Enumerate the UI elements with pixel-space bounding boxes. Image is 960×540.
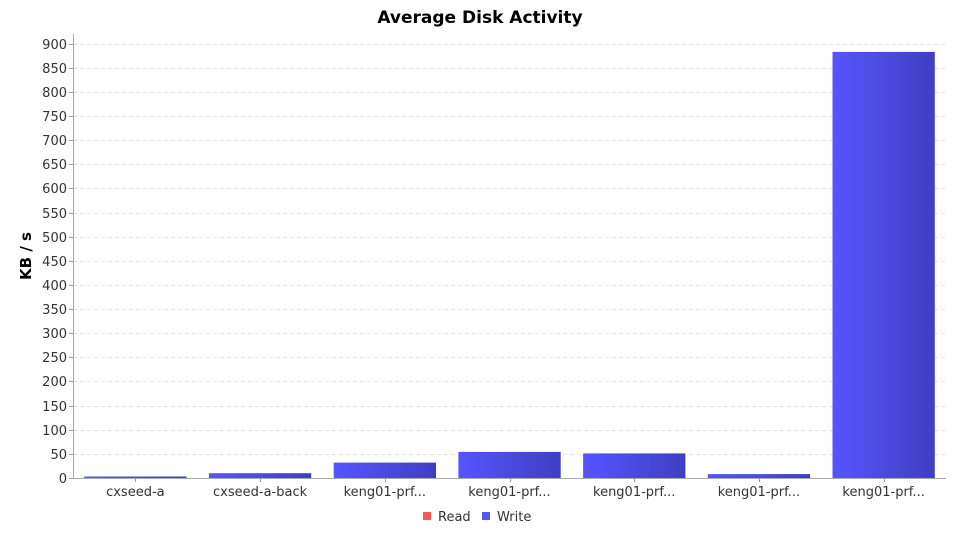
axes: [73, 34, 946, 479]
y-axis-label: KB / s: [17, 232, 35, 280]
x-tick-label: keng01-prf...: [842, 485, 924, 500]
legend: Read Write: [423, 510, 531, 525]
x-tick-label: keng01-prf...: [344, 485, 426, 500]
y-tick-label: 50: [50, 448, 67, 463]
y-tick-label: 250: [42, 351, 67, 366]
y-tick-label: 700: [42, 134, 67, 149]
x-axis-ticks: cxseed-a cxseed-a-back keng01-prf... keng01…: [106, 478, 925, 500]
y-tick-label: 400: [42, 279, 67, 294]
y-tick-label: 800: [42, 86, 67, 101]
y-tick-label: 100: [42, 424, 67, 439]
chart-title: Average Disk Activity: [377, 8, 582, 28]
y-tick-label: 600: [42, 182, 67, 197]
legend-label-read: Read: [438, 510, 471, 525]
y-tick-label: 450: [42, 255, 67, 270]
y-tick-label: 0: [59, 472, 67, 487]
x-tick-label: keng01-prf...: [718, 485, 800, 500]
bar-write: [583, 453, 686, 478]
y-axis-ticks: 0 50 100 150 200 250 300 350 400 450 500 550 600 650 7…: [42, 38, 73, 487]
legend-label-write: Write: [497, 510, 531, 525]
bar-write: [208, 473, 312, 478]
bar-write: [84, 476, 187, 478]
y-tick-label: 750: [42, 110, 67, 125]
bar-write: [333, 462, 436, 478]
y-tick-label: 500: [42, 231, 67, 246]
bar-write: [707, 474, 811, 478]
y-tick-label: 300: [42, 327, 67, 342]
gridlines: [73, 44, 946, 455]
y-tick-label: 850: [42, 62, 67, 77]
y-tick-label: 650: [42, 158, 67, 173]
x-tick-label: cxseed-a: [106, 485, 165, 500]
y-tick-label: 550: [42, 207, 67, 222]
y-tick-label: 350: [42, 303, 67, 318]
bars: [84, 51, 935, 479]
x-tick-label: keng01-prf...: [468, 485, 550, 500]
x-tick-label: cxseed-a-back: [213, 485, 308, 500]
legend-swatch-read: [423, 512, 431, 520]
bar-write: [458, 451, 561, 478]
y-tick-label: 150: [42, 400, 67, 415]
bar-write: [832, 51, 935, 479]
y-tick-label: 900: [42, 38, 67, 53]
y-tick-label: 200: [42, 375, 67, 390]
legend-swatch-write: [482, 512, 490, 520]
x-tick-label: keng01-prf...: [593, 485, 675, 500]
